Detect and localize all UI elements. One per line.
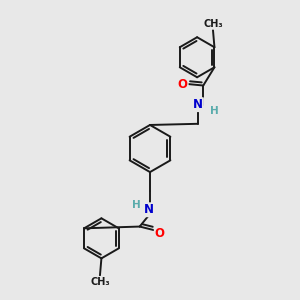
Text: CH₃: CH₃ — [203, 19, 223, 29]
Text: H: H — [132, 200, 141, 210]
Text: H: H — [210, 106, 219, 116]
Text: O: O — [178, 77, 188, 91]
Text: N: N — [193, 98, 203, 111]
Text: CH₃: CH₃ — [90, 277, 110, 287]
Text: O: O — [155, 226, 165, 239]
Text: N: N — [143, 203, 154, 216]
